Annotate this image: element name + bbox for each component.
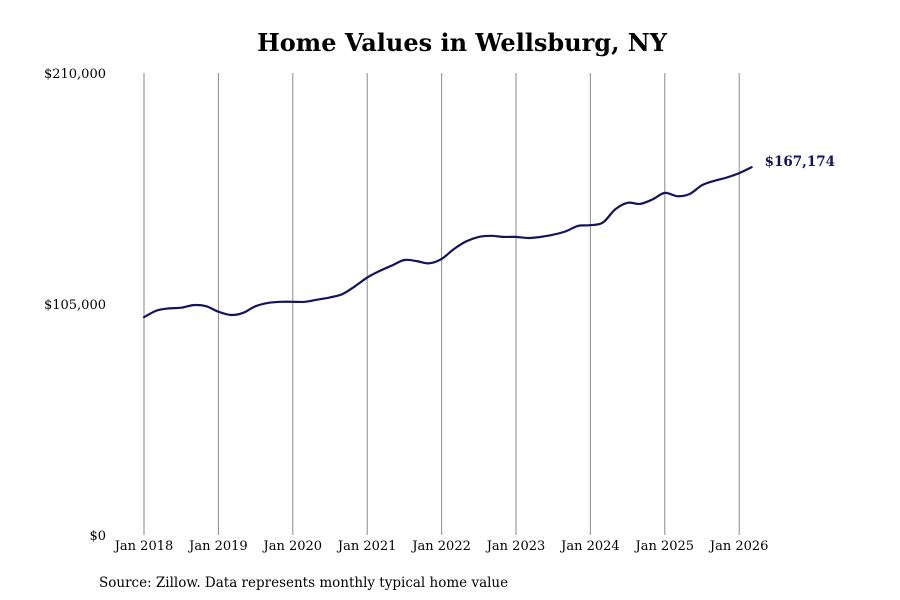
x-tick-label: Jan 2019	[187, 539, 248, 554]
series-line	[142, 166, 753, 319]
y-axis-ticks: $0 $105,000 $210,000	[44, 67, 106, 544]
x-tick-label: Jan 2021	[336, 539, 397, 554]
x-axis-ticks: Jan 2018 Jan 2019 Jan 2020 Jan 2021 Jan 2022…	[113, 539, 769, 554]
x-tick-label: Jan 2025	[634, 539, 695, 554]
x-tick-label: Jan 2022	[410, 539, 471, 554]
y-tick-label: $0	[89, 529, 106, 544]
chart-title: Home Values in Wellsburg, NY	[257, 28, 668, 57]
gridlines	[143, 73, 740, 535]
series-layer	[142, 166, 753, 319]
y-tick-label: $105,000	[44, 298, 106, 313]
x-tick-label: Jan 2023	[485, 539, 546, 554]
y-tick-label: $210,000	[44, 67, 106, 82]
x-tick-label: Jan 2018	[113, 539, 174, 554]
end-value-label: $167,174	[765, 154, 835, 170]
source-note: Source: Zillow. Data represents monthly …	[99, 575, 508, 591]
x-tick-label: Jan 2026	[708, 539, 769, 554]
x-tick-label: Jan 2020	[262, 539, 323, 554]
x-tick-label: Jan 2024	[559, 539, 620, 554]
